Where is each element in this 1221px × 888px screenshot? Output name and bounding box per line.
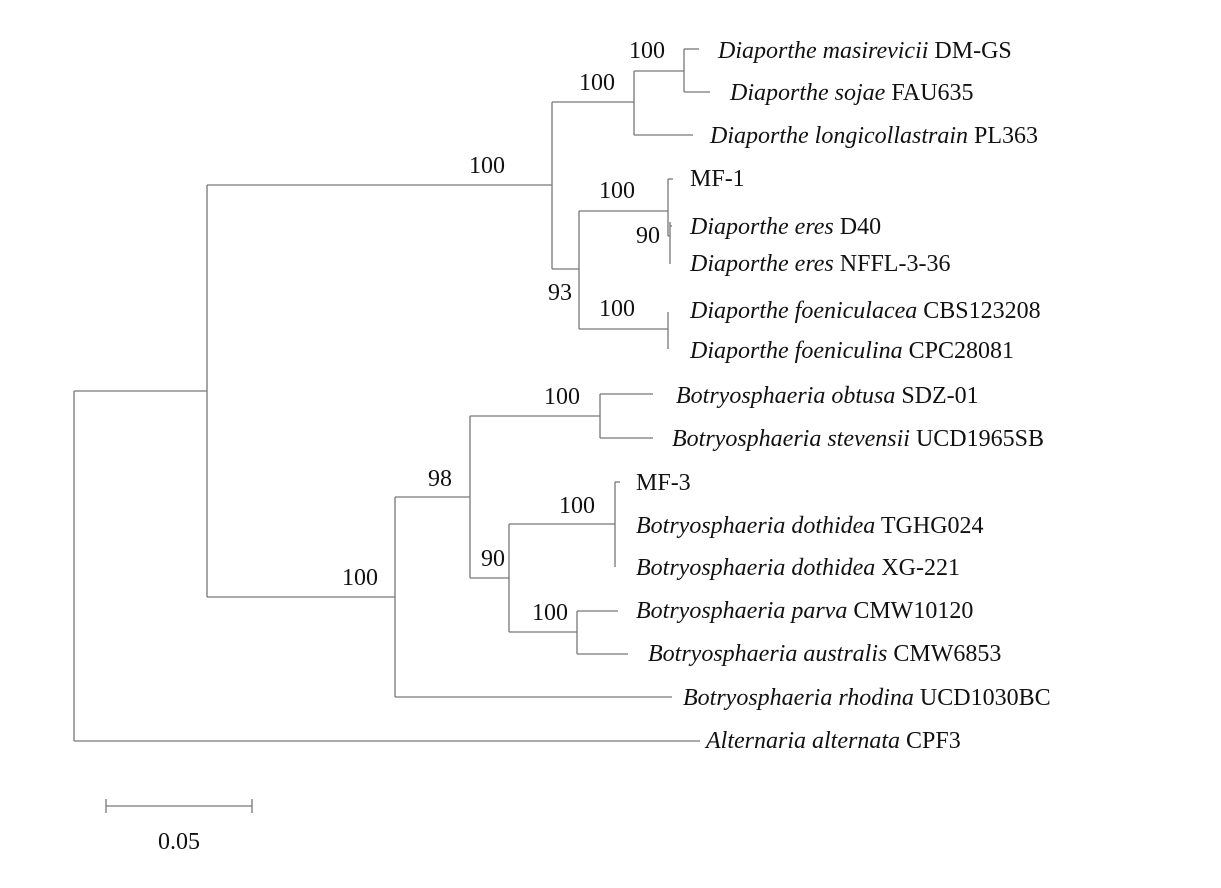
species-name: Botryosphaeria obtusa	[676, 383, 895, 409]
bootstrap-value: 93	[548, 280, 572, 306]
species-name: Botryosphaeria australis	[648, 641, 887, 667]
taxon-label: Botryosphaeria dothidea XG-221	[636, 555, 960, 581]
taxon-label: Botryosphaeria obtusa SDZ-01	[676, 383, 979, 409]
strain-name: UCD1030BC	[920, 685, 1051, 711]
taxon-label: Alternaria alternata CPF3	[704, 728, 961, 754]
strain-name: TGHG024	[881, 513, 984, 539]
taxon-label: Botryosphaeria stevensii UCD1965SB	[672, 426, 1044, 452]
species-name: Botryosphaeria dothidea	[636, 513, 875, 539]
taxon-label: Botryosphaeria australis CMW6853	[648, 641, 1001, 667]
strain-name: D40	[840, 214, 881, 240]
species-name: Diaporthe foeniculacea	[689, 298, 917, 324]
strain-name: UCD1965SB	[916, 426, 1044, 452]
bootstrap-value: 100	[629, 38, 665, 64]
bootstrap-value: 100	[559, 493, 595, 519]
bootstrap-value: 90	[481, 546, 505, 572]
strain-name: NFFL-3-36	[840, 251, 951, 277]
strain-name: CMW10120	[853, 598, 973, 624]
species-name: Diaporthe longicollastrain	[709, 123, 968, 149]
species-name: Diaporthe eres	[689, 214, 834, 240]
bootstrap-value: 100	[532, 600, 568, 626]
bootstrap-value: 100	[544, 384, 580, 410]
strain-name: DM-GS	[934, 38, 1011, 64]
strain-name: CPF3	[906, 728, 961, 754]
strain-name: CPC28081	[909, 338, 1014, 364]
taxon-label: Diaporthe foeniculacea CBS123208	[689, 298, 1041, 324]
taxon-label: Botryosphaeria rhodina UCD1030BC	[683, 685, 1051, 711]
bootstrap-value: 100	[579, 70, 615, 96]
taxon-label: MF-3	[636, 470, 691, 496]
taxon-label: Botryosphaeria dothidea TGHG024	[636, 513, 984, 539]
taxon-label: MF-1	[690, 166, 745, 192]
strain-name: CMW6853	[893, 641, 1001, 667]
strain-name: FAU635	[891, 80, 973, 106]
strain-name: PL363	[974, 123, 1038, 149]
bootstrap-value: 100	[599, 296, 635, 322]
taxon-label: Diaporthe sojae FAU635	[729, 80, 974, 106]
taxon-label: Diaporthe eres D40	[689, 214, 881, 240]
bootstrap-value: 100	[342, 565, 378, 591]
strain-name: CBS123208	[923, 298, 1040, 324]
strain-name: SDZ-01	[901, 383, 978, 409]
species-name: Botryosphaeria parva	[636, 598, 847, 624]
bootstrap-value: 100	[599, 178, 635, 204]
bootstrap-value: 98	[428, 466, 452, 492]
species-name: Botryosphaeria stevensii	[672, 426, 910, 452]
taxon-label: Diaporthe foeniculina CPC28081	[689, 338, 1014, 364]
strain-name: MF-3	[636, 470, 691, 496]
species-name: Diaporthe sojae	[729, 80, 886, 106]
taxon-label: Diaporthe eres NFFL-3-36	[689, 251, 950, 277]
bootstrap-value: 100	[469, 153, 505, 179]
taxon-label: Diaporthe masirevicii DM-GS	[717, 38, 1012, 64]
strain-name: MF-1	[690, 166, 745, 192]
taxon-label: Diaporthe longicollastrain PL363	[709, 123, 1038, 149]
species-name: Diaporthe foeniculina	[689, 338, 903, 364]
species-name: Alternaria alternata	[704, 728, 900, 754]
scale-bar-label: 0.05	[158, 829, 200, 855]
bootstrap-value: 90	[636, 223, 660, 249]
species-name: Diaporthe masirevicii	[717, 38, 928, 64]
species-name: Botryosphaeria dothidea	[636, 555, 875, 581]
species-name: Diaporthe eres	[689, 251, 834, 277]
species-name: Botryosphaeria rhodina	[683, 685, 914, 711]
tree-branches	[73, 48, 710, 742]
strain-name: XG-221	[881, 555, 960, 581]
taxon-label: Botryosphaeria parva CMW10120	[636, 598, 973, 624]
scale-bar: 0.05	[105, 799, 253, 855]
